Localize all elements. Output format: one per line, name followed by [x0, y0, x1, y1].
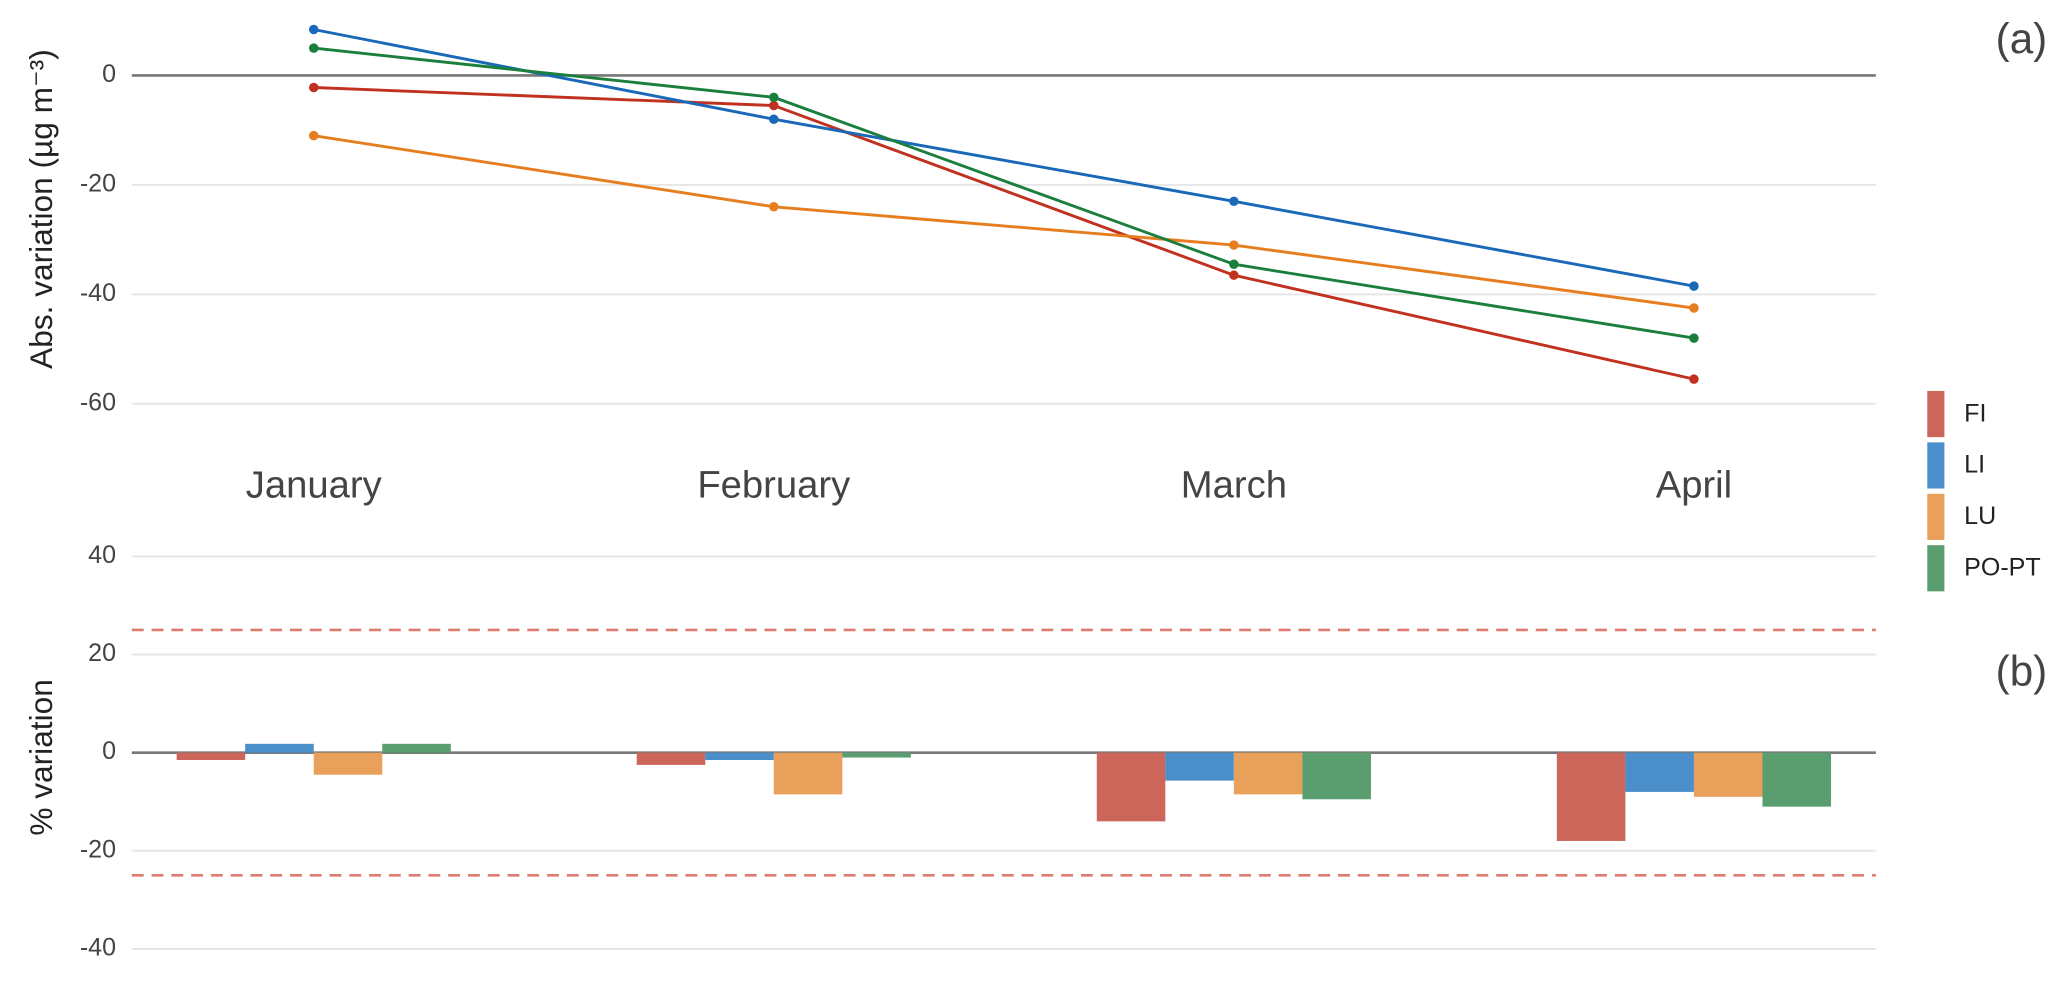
point: [308, 24, 319, 35]
point: [769, 100, 779, 111]
y-tick-label: 20: [88, 639, 116, 667]
bar: [1625, 752, 1694, 792]
y-axis-title: Abs. variation (µg m⁻³): [23, 49, 59, 369]
y-tick-label: 0: [102, 737, 116, 765]
line: [313, 86, 1695, 381]
bar: [705, 752, 774, 761]
bar: [1233, 752, 1303, 795]
y-tick-label: -20: [80, 170, 116, 198]
point: [1229, 196, 1239, 207]
point: [308, 43, 319, 53]
line: [313, 46, 1695, 340]
x-tick-label: February: [697, 463, 851, 506]
y-tick-label: -40: [80, 934, 116, 962]
bar: [636, 752, 706, 765]
point: [308, 130, 319, 141]
point: [1229, 270, 1239, 280]
x-tick-label: April: [1656, 463, 1732, 506]
point: [1689, 333, 1699, 343]
bar: [1556, 752, 1626, 841]
legend-swatch: [1927, 493, 1945, 540]
bar: [382, 743, 451, 753]
y-tick-label: -40: [80, 279, 116, 307]
point: [1229, 259, 1239, 269]
panel-label: (b): [1996, 648, 2048, 695]
point: [769, 92, 779, 103]
legend-label: LI: [1964, 451, 1985, 479]
point: [1229, 240, 1239, 250]
y-tick-label: 0: [102, 60, 116, 88]
point: [1689, 281, 1699, 291]
legend-swatch: [1927, 545, 1945, 592]
bar: [245, 743, 314, 753]
legend-swatch: [1927, 390, 1945, 438]
point: [1689, 374, 1699, 384]
bar: [842, 752, 911, 758]
legend-label: FI: [1964, 399, 1986, 427]
point: [308, 82, 319, 93]
bar: [176, 752, 246, 761]
bar: [313, 752, 383, 775]
y-tick-label: -60: [80, 388, 116, 416]
legend-swatch: [1927, 442, 1945, 489]
bar: [773, 752, 843, 795]
line: [313, 28, 1695, 288]
x-tick-label: January: [246, 463, 383, 506]
y-tick-label: -20: [80, 835, 116, 863]
point: [769, 202, 779, 212]
x-tick-label: March: [1181, 463, 1287, 506]
bar: [1302, 752, 1371, 800]
bar: [1096, 752, 1166, 822]
bar: [1165, 752, 1234, 781]
line: [313, 134, 1695, 310]
legend-label: PO-PT: [1964, 554, 2041, 582]
point: [1689, 303, 1699, 313]
y-axis-title: % variation: [23, 679, 59, 835]
bar: [1693, 752, 1763, 797]
panel-label: (a): [1996, 15, 2048, 62]
point: [769, 114, 779, 124]
legend-label: LU: [1964, 502, 1996, 530]
bar: [1762, 752, 1832, 807]
y-tick-label: 40: [88, 541, 116, 569]
